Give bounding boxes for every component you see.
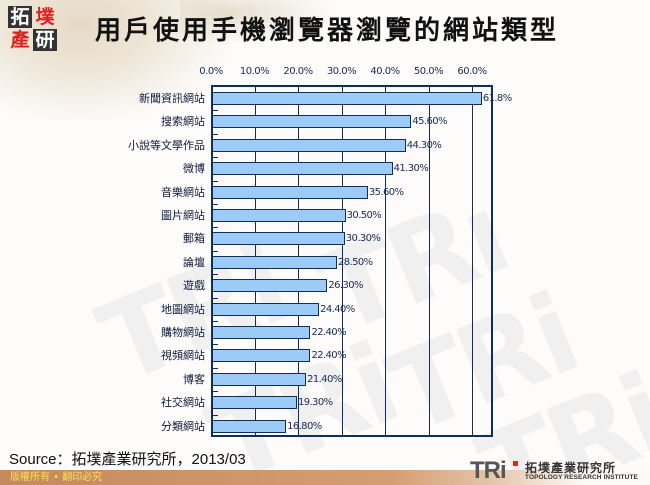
value-label: 19.30% [297, 397, 333, 409]
category-label: 微博 [183, 162, 205, 176]
logo-char: 產 [10, 29, 30, 51]
bar [213, 92, 482, 105]
footer-bar: 版權所有 • 翻印必究 [0, 470, 650, 485]
bar [213, 232, 345, 246]
brand-english-name: TOPOLOGY RESEARCH INSTITUTE [525, 474, 638, 481]
category-label: 購物網站 [161, 326, 205, 339]
value-label: 24.40% [320, 303, 355, 315]
bar [213, 372, 307, 386]
tri-red-dot [513, 461, 518, 466]
y-tick-mark [213, 274, 218, 276]
category-label: 地圖網站 [161, 302, 205, 316]
value-label: 22.40% [311, 327, 346, 338]
y-tick-mark [213, 227, 218, 229]
gridline [428, 87, 430, 435]
y-tick-mark [213, 367, 218, 369]
parchment-decoration-2 [180, 0, 340, 45]
category-label: 圖片網站 [161, 209, 205, 222]
value-label: 41.30% [393, 163, 429, 175]
copyright-text: 版權所有 • 翻印必究 [10, 472, 103, 483]
value-label: 26.30% [328, 280, 363, 292]
logo-char: 拓 [8, 6, 32, 28]
category-label: 音樂網站 [161, 185, 205, 199]
category-label: 論壇 [183, 255, 205, 269]
y-tick-mark [213, 297, 218, 299]
bar [213, 115, 412, 129]
bar [213, 162, 393, 176]
category-label: 社交網站 [161, 396, 205, 410]
bar [213, 396, 297, 410]
gridline [472, 87, 473, 435]
x-tick-label: 0.0% [199, 66, 223, 77]
x-tick-label: 60.0% [457, 66, 487, 77]
bar [213, 302, 320, 316]
page-title: 用戶使用手機瀏覽器瀏覽的網站類型 [95, 16, 560, 46]
company-logo: 拓 墣 產 研 [8, 6, 58, 52]
value-label: 22.40% [311, 350, 346, 362]
bar [213, 138, 406, 152]
x-tick-label: 40.0% [370, 66, 400, 77]
tri-logo: TRi 拓墣產業研究所 TOPOLOGY RESEARCH INSTITUTE [470, 458, 645, 484]
y-tick-mark [213, 250, 218, 252]
bar [213, 209, 346, 222]
y-tick-mark [213, 414, 218, 416]
y-tick-mark [213, 204, 218, 205]
y-tick-mark [213, 391, 218, 393]
category-label: 郵箱 [183, 232, 205, 246]
y-tick-mark [213, 110, 218, 112]
value-label: 61.8% [482, 93, 512, 104]
x-tick-label: 30.0% [326, 66, 357, 77]
bar [213, 255, 337, 269]
value-label: 44.30% [406, 139, 442, 151]
bar [213, 326, 311, 339]
value-label: 35.60% [368, 186, 404, 198]
gridline [385, 87, 386, 435]
bar [213, 185, 368, 199]
value-label: 16.80% [287, 420, 322, 432]
category-label: 搜索網站 [161, 115, 205, 129]
source-note: Source：拓墣產業研究所，2013/03 [9, 451, 246, 468]
bar [213, 419, 287, 433]
category-label: 博客 [183, 372, 205, 386]
logo-char: 墣 [35, 6, 55, 28]
category-label: 遊戲 [183, 279, 205, 293]
y-tick-mark [213, 321, 218, 322]
y-tick-mark [213, 157, 218, 159]
value-label: 30.30% [345, 233, 381, 245]
value-label: 28.50% [337, 256, 373, 268]
category-label: 小說等文學作品 [128, 138, 205, 152]
category-label: 視頻網站 [161, 349, 205, 363]
bar-chart: 0.0% 10.0% 20.0% 30.0% 40.0% 50.0% 60.0% 61.8%… [128, 66, 512, 437]
value-label: 21.40% [307, 373, 342, 385]
value-label: 45.60% [412, 116, 447, 128]
x-tick-label: 10.0% [239, 66, 270, 77]
y-tick-mark [213, 180, 218, 182]
gridline [341, 87, 343, 435]
category-label: 新聞資訊網站 [139, 92, 205, 105]
brand-chinese-name: 拓墣產業研究所 [525, 461, 617, 475]
plot-area: 61.8% 45.60% 44.30% 41.30% 35.60% 30.50% 30.30… [211, 85, 512, 437]
bar [213, 349, 311, 363]
y-tick-mark [213, 344, 218, 346]
category-label: 分類網站 [161, 419, 205, 433]
y-tick-mark [213, 133, 218, 135]
tri-letters: TRi [470, 457, 507, 484]
x-tick-label: 50.0% [413, 66, 444, 77]
value-label: 30.50% [346, 210, 382, 221]
logo-char: 研 [33, 29, 57, 51]
x-tick-label: 20.0% [283, 66, 313, 77]
bar [213, 279, 328, 293]
